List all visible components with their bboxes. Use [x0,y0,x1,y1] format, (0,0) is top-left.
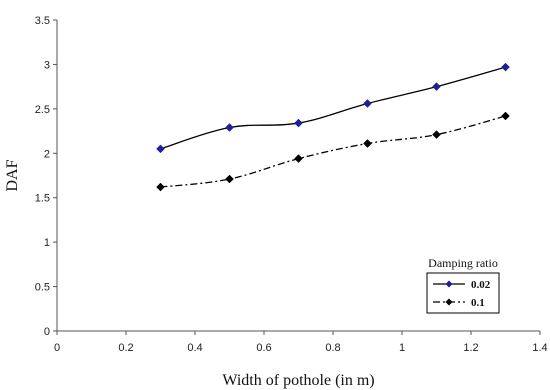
legend-title: Damping ratio [428,256,498,270]
y-tick-label: 1.5 [35,193,50,205]
y-tick-label: 0.5 [35,282,50,294]
x-axis-title: Width of pothole (in m) [222,372,374,389]
legend: Damping ratio 0.02 0.1 [426,256,500,314]
data-point [432,82,441,91]
x-tick-label: 0.6 [256,342,271,354]
y-tick-label: 3.5 [35,15,50,27]
legend-marker-0.02 [445,280,453,288]
data-marks [156,62,510,192]
legend-label-0.1: 0.1 [471,297,485,309]
y-tick-label: 0 [44,326,50,338]
series-line-0.1 [160,115,506,188]
data-point [363,99,372,108]
data-point [363,139,372,148]
y-tick-label: 1 [44,237,50,249]
y-tick-label: 2 [44,148,50,160]
x-tick-label: 1.4 [532,342,547,354]
y-axis-title: DAF [4,159,21,191]
data-point [294,118,303,128]
data-point [156,182,165,192]
data-point [225,123,234,132]
x-tick-label: 1 [399,342,405,354]
x-tick-label: 1.2 [463,342,478,354]
data-point [501,111,510,121]
plot-area: 0 0.5 1 1.5 2 2.5 3 3.5 0 0.2 0.4 0.6 0.8 1 1.2 1.4 [35,15,548,354]
y-tick-label: 3 [44,59,50,71]
data-point [294,154,303,163]
x-tick-label: 0 [54,342,60,354]
x-tick-label: 0.4 [187,342,202,354]
data-point [156,144,165,154]
y-tick-label: 2.5 [35,104,50,116]
data-point [225,174,234,184]
data-point [432,130,441,139]
legend-label-0.02: 0.02 [471,279,491,291]
legend-box [426,272,500,314]
legend-marker-0.1 [445,298,453,306]
x-tick-label: 0.2 [118,342,133,354]
series-line-0.02 [160,66,506,150]
data-point [501,62,510,72]
x-tick-label: 0.8 [325,342,340,354]
